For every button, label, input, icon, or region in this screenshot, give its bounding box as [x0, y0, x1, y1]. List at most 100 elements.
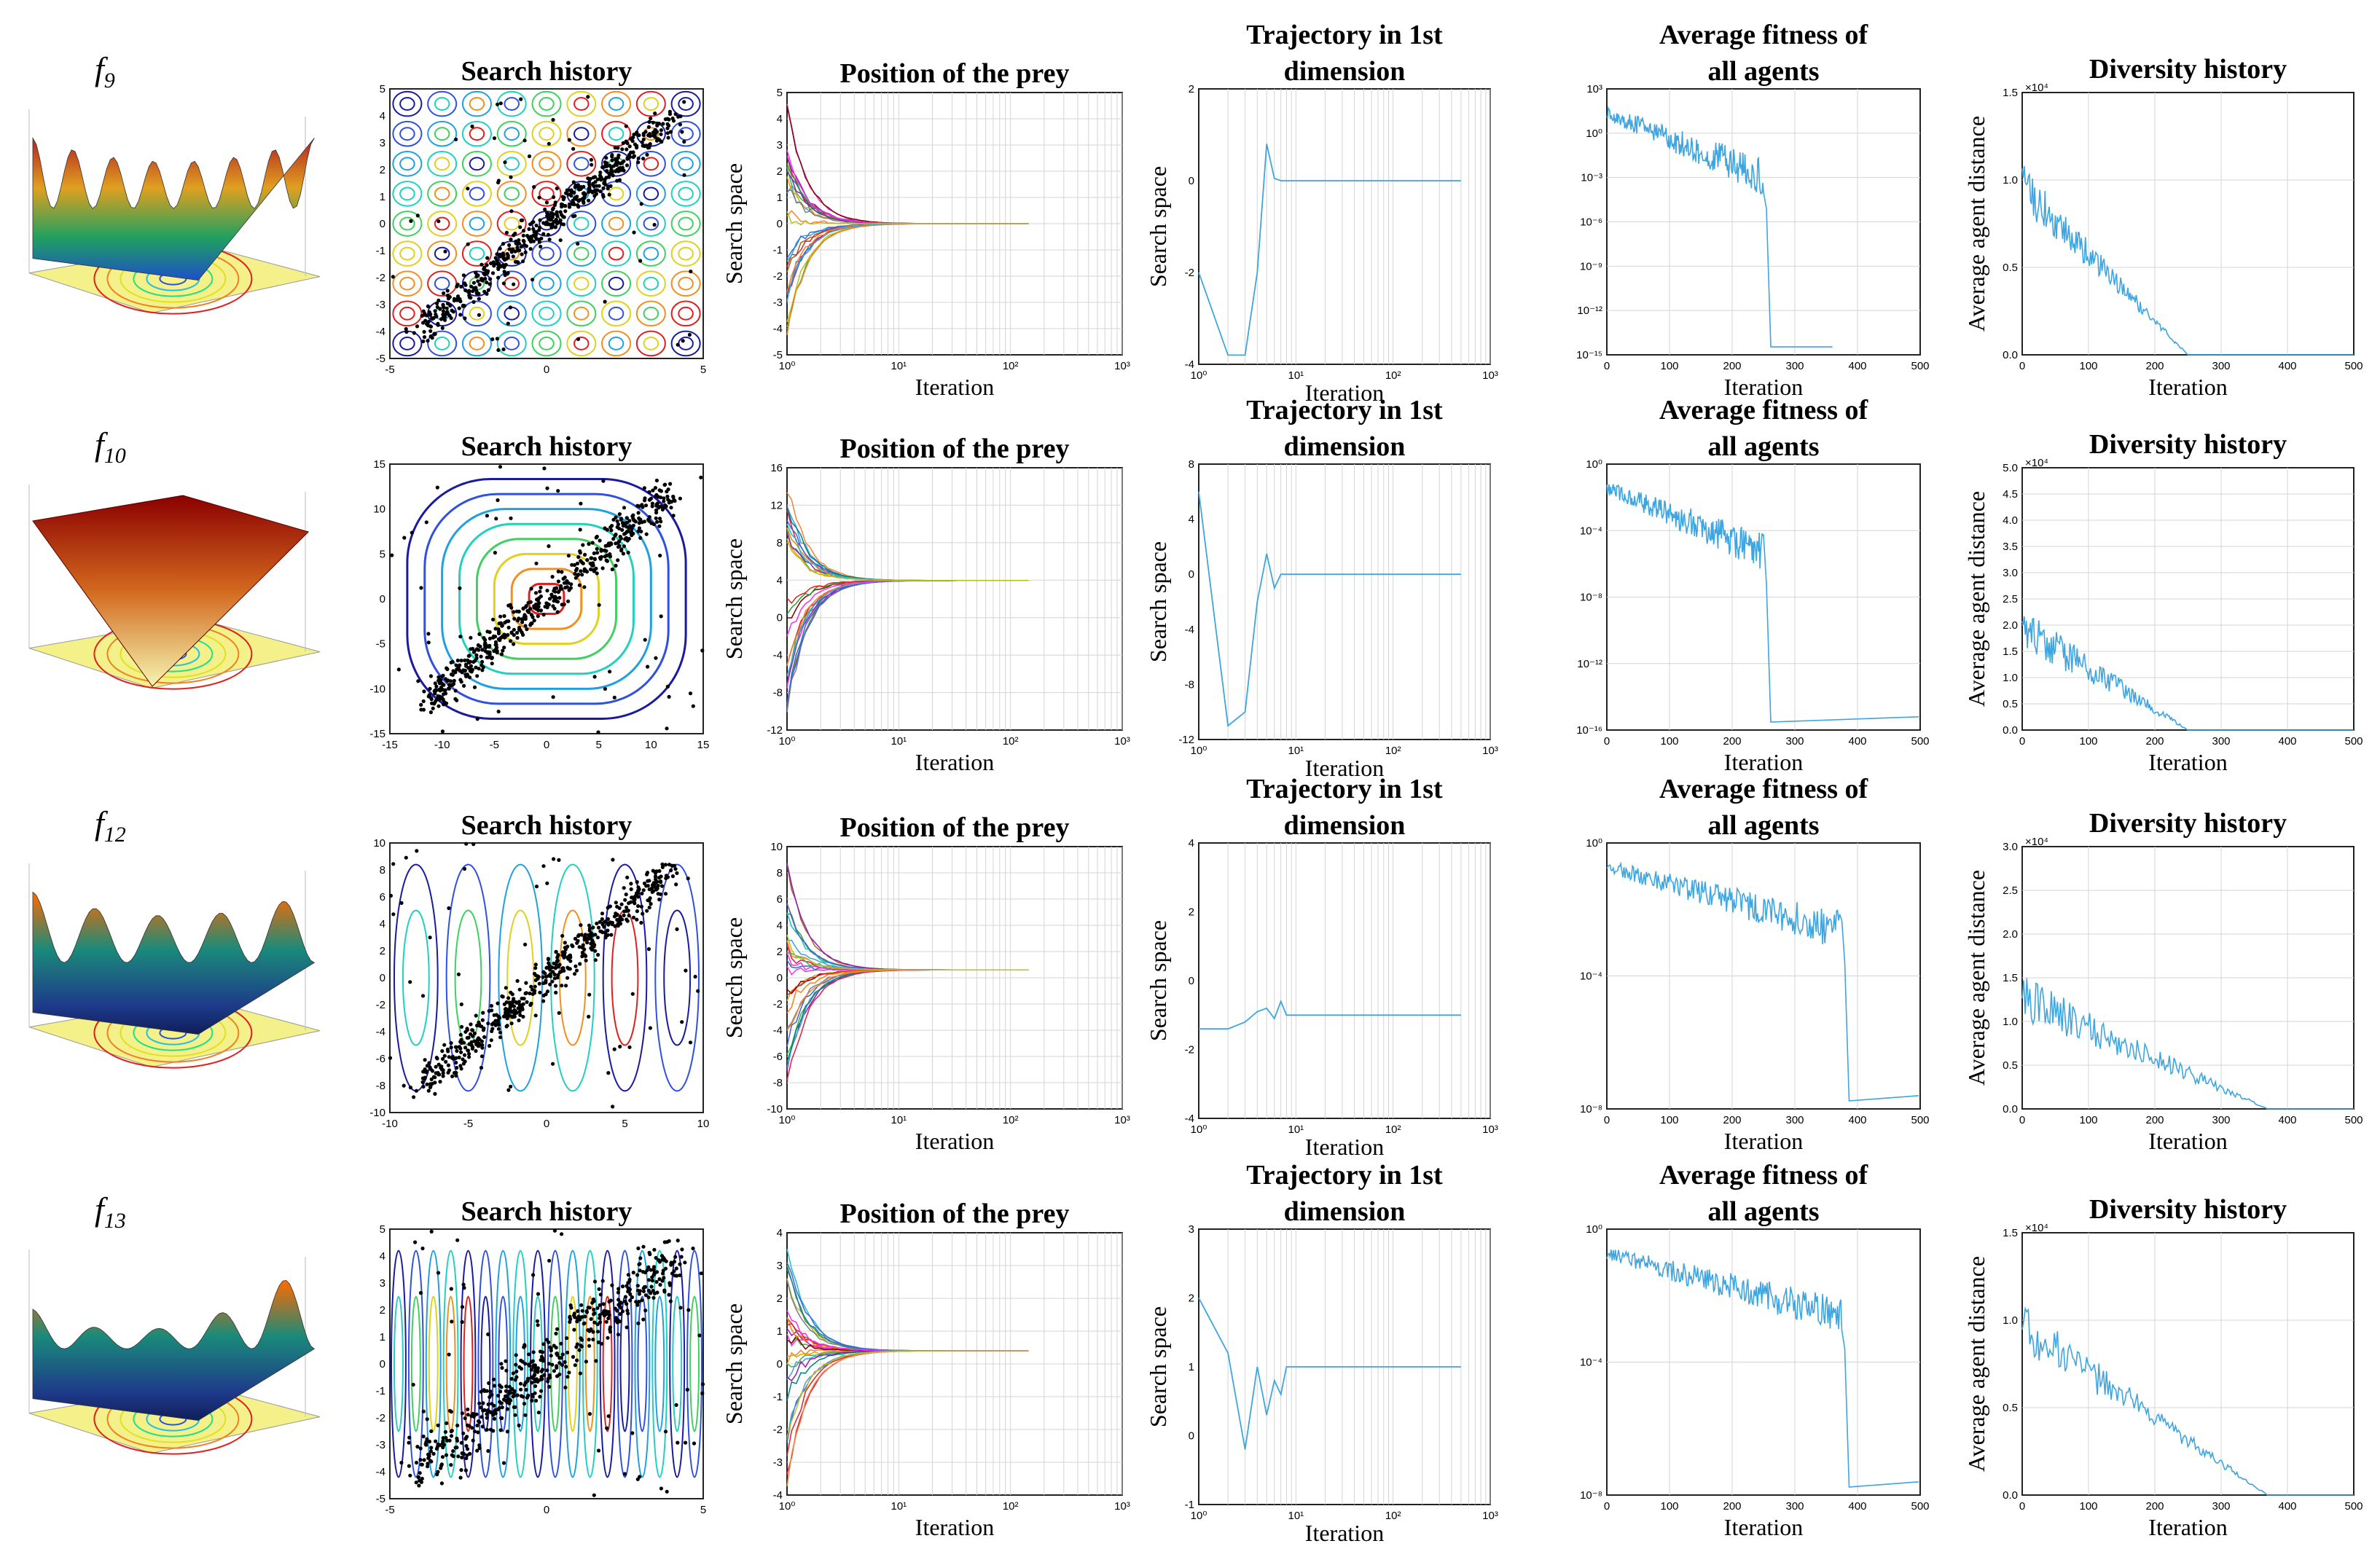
search-point — [504, 272, 508, 276]
search-point — [591, 925, 595, 930]
search-point — [637, 526, 642, 530]
search-point — [596, 1448, 601, 1453]
trajectory-y-tick: 0 — [1189, 975, 1194, 987]
search-point — [600, 566, 605, 570]
trajectory-title-line2: dimension — [1284, 1196, 1406, 1227]
search-point — [451, 1449, 455, 1454]
search-history-y-tick: 10 — [373, 503, 385, 516]
search-point — [483, 646, 488, 650]
search-point — [475, 717, 479, 721]
search-point — [552, 1344, 556, 1348]
search-point — [665, 490, 669, 494]
search-point — [545, 486, 549, 490]
trajectory-title-line1: Trajectory in 1st — [1246, 774, 1443, 804]
search-point — [474, 1048, 478, 1054]
search-point — [587, 198, 591, 203]
search-history-y-tick: 0 — [380, 218, 385, 230]
search-point — [674, 1403, 678, 1407]
position-y-tick: -3 — [773, 297, 783, 309]
search-point — [546, 957, 551, 962]
search-point — [618, 535, 622, 539]
contour-line — [406, 478, 687, 720]
search-point — [522, 1345, 526, 1349]
trajectory-title-line1: Trajectory in 1st — [1246, 1160, 1443, 1191]
search-history-y-tick: 4 — [380, 1250, 385, 1263]
search-point — [506, 1088, 511, 1092]
search-point — [693, 974, 697, 979]
search-point — [599, 178, 603, 182]
search-point — [506, 603, 511, 608]
search-point — [669, 506, 673, 510]
trajectory-x-tick: 10¹ — [1288, 1510, 1304, 1522]
search-point — [453, 697, 458, 701]
search-point — [565, 944, 570, 949]
search-point — [562, 955, 566, 960]
search-point — [540, 1350, 545, 1354]
search-point — [436, 1442, 440, 1446]
search-point — [649, 116, 653, 121]
search-point — [437, 219, 441, 224]
search-point — [670, 1271, 675, 1276]
search-point — [426, 339, 430, 343]
position-x-tick: 10¹ — [890, 1114, 907, 1126]
search-point — [487, 1381, 491, 1385]
search-point — [519, 1387, 523, 1392]
search-point — [548, 972, 552, 976]
search-point — [654, 1255, 658, 1260]
search-point — [452, 297, 457, 301]
search-point — [455, 294, 461, 299]
search-point — [630, 1431, 635, 1435]
search-point — [582, 191, 587, 195]
search-point — [603, 526, 607, 530]
search-point — [676, 1239, 680, 1243]
contour-line — [651, 1250, 668, 1478]
search-point — [498, 1035, 503, 1040]
search-point — [630, 895, 635, 900]
search-point — [426, 1089, 431, 1093]
search-point — [637, 516, 641, 520]
search-point — [576, 933, 582, 937]
diversity-x-tick: 300 — [2212, 1500, 2230, 1513]
search-history-x-tick: 5 — [622, 1118, 627, 1130]
search-point — [517, 1010, 522, 1014]
search-point — [458, 586, 462, 590]
search-point — [610, 567, 614, 572]
search-point — [541, 999, 546, 1003]
search-point — [430, 1069, 435, 1073]
search-point — [685, 1387, 689, 1392]
search-point — [625, 1325, 629, 1330]
search-point — [603, 554, 607, 559]
search-point — [559, 1341, 563, 1346]
search-point — [521, 617, 525, 621]
search-point — [640, 891, 644, 895]
search-point — [645, 1268, 649, 1272]
search-point — [636, 511, 641, 515]
position-y-tick: 0 — [777, 1358, 783, 1370]
search-point — [662, 1276, 666, 1280]
fitness-title-line1: Average fitness of — [1659, 774, 1869, 804]
position-y-tick: -8 — [773, 1077, 783, 1089]
search-point — [449, 1463, 453, 1467]
diversity-line — [2021, 1306, 2354, 1496]
diversity-y-tick: 3.5 — [2003, 541, 2018, 553]
search-point — [425, 1064, 429, 1068]
search-point — [447, 906, 451, 911]
search-point — [598, 929, 603, 933]
trajectory-y-tick: 1 — [1189, 1361, 1194, 1373]
contour-line — [531, 181, 562, 207]
fitness-title-line2: all agents — [1707, 431, 1819, 462]
search-point — [554, 949, 558, 954]
trajectory-y-tick: -2 — [1185, 267, 1194, 279]
search-point — [529, 984, 533, 989]
search-point — [536, 1323, 540, 1327]
search-point — [548, 982, 552, 987]
search-point — [507, 1391, 512, 1395]
search-point — [673, 1274, 677, 1278]
search-point — [463, 281, 467, 286]
search-point — [526, 600, 531, 605]
search-point — [639, 920, 643, 925]
search-point — [691, 1246, 695, 1251]
search-point — [598, 1313, 602, 1317]
search-point — [451, 669, 455, 673]
contour-line — [635, 240, 666, 267]
